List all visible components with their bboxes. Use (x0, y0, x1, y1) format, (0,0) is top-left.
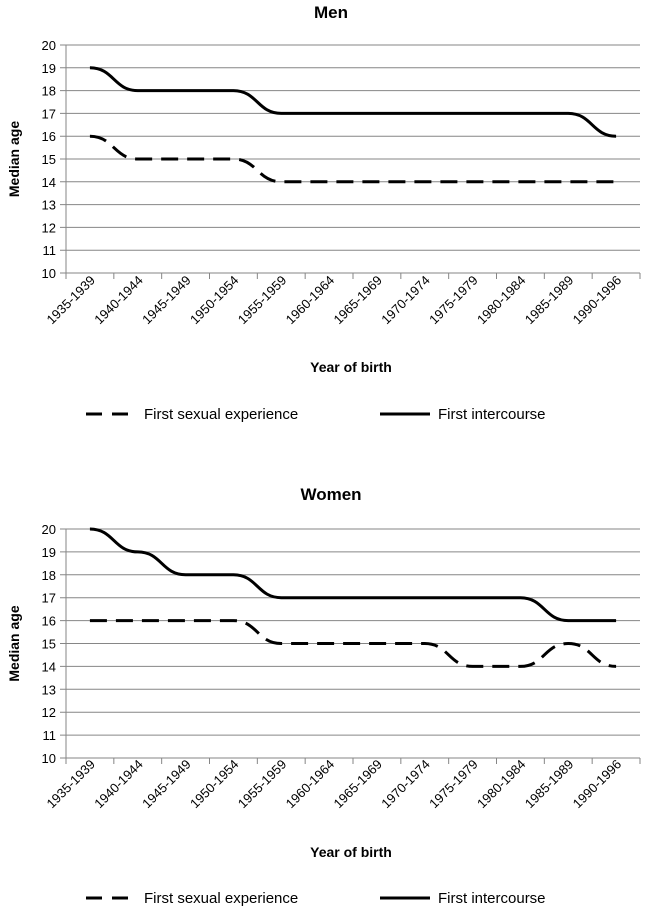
x-axis-title: Year of birth (310, 359, 392, 375)
x-tick-label: 1940-1944 (91, 273, 146, 328)
x-tick-label: 1950-1954 (187, 273, 242, 328)
y-tick-label: 15 (42, 152, 56, 167)
legend: First sexual experience First intercourse (86, 406, 546, 423)
y-tick-label: 17 (42, 591, 56, 606)
x-tick-label: 1975-1979 (426, 273, 481, 328)
y-axis-title: Median age (6, 121, 22, 197)
y-tick-label: 12 (42, 220, 56, 235)
x-tick-label: 1965-1969 (330, 273, 385, 328)
series-first-sexual-experience (89, 134, 617, 184)
x-tick-label: 1965-1969 (330, 757, 385, 812)
y-tick-label: 14 (42, 175, 56, 190)
y-tick-label: 11 (43, 728, 57, 743)
chart-men: Men10111213141516171819201935-19391940-1… (6, 3, 641, 423)
chart-women: Women10111213141516171819201935-19391940… (6, 485, 641, 907)
x-axis-title: Year of birth (310, 844, 392, 860)
x-tick-label: 1970-1974 (378, 273, 433, 328)
chart-title: Women (300, 485, 361, 504)
x-tick-label: 1975-1979 (426, 757, 481, 812)
x-tick-label: 1950-1954 (187, 757, 242, 812)
x-tick-label: 1960-1964 (283, 757, 338, 812)
y-tick-label: 13 (42, 198, 56, 213)
legend: First sexual experience First intercourse (86, 890, 546, 907)
y-tick-label: 17 (42, 106, 56, 121)
y-tick-label: 18 (42, 84, 56, 99)
y-tick-label: 15 (42, 637, 56, 652)
x-tick-label: 1980-1984 (474, 273, 529, 328)
x-tick-label: 1990-1996 (570, 273, 625, 328)
y-tick-label: 18 (42, 568, 56, 583)
series-first-intercourse (89, 527, 617, 623)
series-first-intercourse (89, 66, 617, 138)
legend-label: First sexual experience (144, 406, 298, 423)
x-tick-label: 1960-1964 (283, 273, 338, 328)
x-tick-label: 1940-1944 (91, 757, 146, 812)
x-tick-label: 1955-1959 (235, 757, 290, 812)
chart-title: Men (314, 3, 348, 22)
y-tick-label: 11 (43, 243, 57, 258)
x-tick-label: 1985-1989 (522, 273, 577, 328)
y-tick-label: 20 (42, 38, 56, 53)
y-axis-title: Median age (6, 605, 22, 681)
x-tick-label: 1955-1959 (235, 273, 290, 328)
legend-label: First sexual experience (144, 890, 298, 907)
x-tick-label: 1985-1989 (522, 757, 577, 812)
legend-label: First intercourse (438, 890, 546, 907)
y-tick-label: 19 (42, 61, 56, 76)
legend-label: First intercourse (438, 406, 546, 423)
x-tick-label: 1970-1974 (378, 757, 433, 812)
x-tick-label: 1990-1996 (570, 757, 625, 812)
y-tick-label: 10 (42, 751, 56, 766)
y-tick-label: 10 (42, 266, 56, 281)
y-tick-label: 14 (42, 659, 56, 674)
series-first-sexual-experience (89, 619, 617, 668)
x-tick-label: 1945-1949 (139, 273, 194, 328)
x-tick-label: 1945-1949 (139, 757, 194, 812)
x-tick-label: 1980-1984 (474, 757, 529, 812)
y-tick-label: 16 (42, 129, 56, 144)
y-tick-label: 12 (42, 705, 56, 720)
y-tick-label: 20 (42, 522, 56, 537)
y-tick-label: 13 (42, 682, 56, 697)
y-tick-label: 16 (42, 614, 56, 629)
y-tick-label: 19 (42, 545, 56, 560)
